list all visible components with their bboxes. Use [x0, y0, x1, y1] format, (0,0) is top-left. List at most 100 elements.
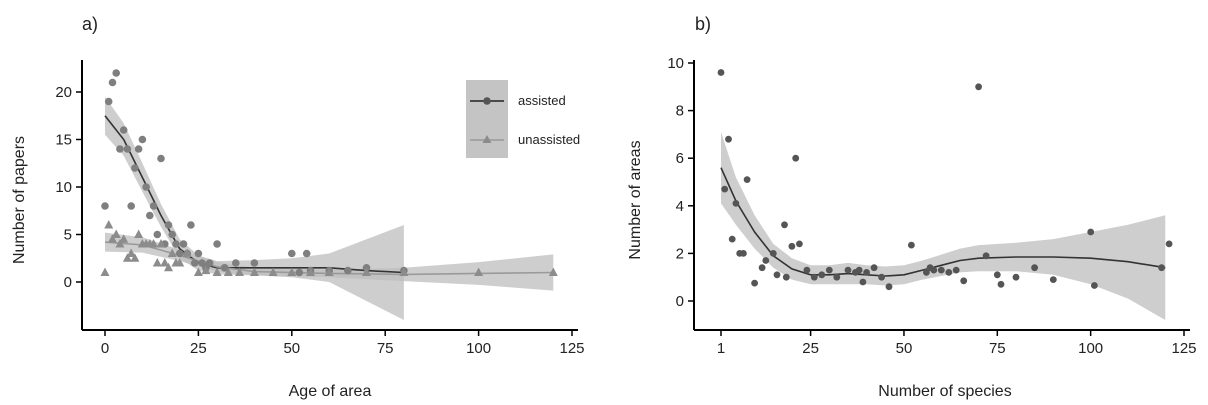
data-point-unassisted — [167, 248, 177, 257]
data-point-unassisted — [104, 220, 114, 229]
data-point-unassisted — [399, 267, 409, 276]
data-point-assisted — [205, 259, 214, 267]
panel-a-label: a) — [82, 14, 98, 34]
data-point-unassisted — [115, 239, 125, 248]
data-point — [773, 271, 781, 279]
panel-a-x-axis-label: Age of area — [289, 383, 372, 400]
data-point — [960, 277, 968, 285]
legend-assisted-marker — [483, 97, 491, 105]
data-point — [863, 269, 870, 276]
data-point — [728, 235, 736, 243]
panel-b-y-ticks: 0 2 4 6 8 10 — [667, 55, 694, 310]
x-tick-label: 75 — [377, 340, 394, 357]
data-point — [1031, 264, 1038, 272]
data-point-unassisted — [212, 267, 222, 276]
data-point — [993, 271, 1001, 279]
data-point — [908, 241, 915, 249]
data-point-assisted — [119, 126, 128, 134]
data-point — [1049, 276, 1057, 283]
data-point — [803, 266, 811, 274]
data-point — [740, 250, 747, 257]
data-point-assisted — [172, 240, 180, 248]
data-point — [1091, 282, 1098, 289]
x-tick-label: 0 — [101, 340, 109, 357]
data-point-unassisted — [152, 258, 162, 267]
data-point — [885, 283, 893, 291]
data-point — [810, 273, 818, 281]
data-point-unassisted — [130, 253, 140, 262]
data-point — [1087, 228, 1095, 236]
data-point — [878, 273, 885, 281]
data-point — [751, 279, 758, 287]
data-point-unassisted — [268, 267, 278, 276]
y-tick-label: 10 — [55, 179, 72, 196]
data-point — [937, 266, 945, 274]
data-point — [781, 221, 788, 229]
data-point-assisted — [168, 230, 176, 239]
panel-b-x-ticks: 1 25 50 75 100 125 — [717, 330, 1197, 357]
data-point-unassisted — [160, 258, 170, 267]
data-point-assisted — [134, 145, 143, 153]
data-point-assisted — [250, 259, 259, 267]
data-point — [945, 269, 953, 276]
confidence-band-unassisted — [105, 232, 554, 291]
x-tick-label: 125 — [1171, 340, 1196, 357]
panel-b-fit-line — [720, 167, 1166, 277]
data-point-unassisted — [193, 267, 203, 276]
data-point-assisted — [157, 154, 165, 163]
panel-a-chart: a) 0 25 50 75 100 125 0 5 10 15 20 Age of area Nu… — [11, 14, 585, 400]
legend-unassisted-label: unassisted — [518, 132, 580, 147]
x-tick-label: 1 — [717, 340, 725, 357]
panel-a-y-ticks: 0 5 10 15 20 — [55, 84, 82, 291]
legend-unassisted-marker — [482, 135, 492, 143]
data-point-assisted — [164, 221, 173, 229]
data-point — [855, 266, 863, 274]
data-point — [743, 176, 751, 184]
data-point-unassisted — [149, 239, 159, 248]
data-point-assisted — [175, 249, 184, 258]
data-point-unassisted — [249, 267, 259, 276]
data-point-unassisted — [134, 229, 144, 238]
data-point — [769, 250, 777, 257]
data-point-unassisted — [287, 267, 297, 276]
data-point-unassisted — [122, 253, 132, 262]
panel-b-label: b) — [695, 14, 711, 34]
y-tick-label: 0 — [64, 274, 72, 291]
data-point-unassisted — [234, 267, 244, 276]
data-point-unassisted — [201, 265, 211, 275]
data-point-assisted — [149, 202, 158, 210]
data-point — [782, 273, 790, 281]
data-point — [725, 135, 732, 143]
panel-a-x-ticks: 0 25 50 75 100 125 — [101, 330, 585, 357]
data-point-unassisted — [362, 267, 372, 276]
data-point-unassisted — [324, 267, 334, 276]
y-tick-label: 10 — [667, 55, 684, 72]
data-point-unassisted — [548, 267, 558, 276]
panel-b-x-axis-label: Number of species — [878, 383, 1011, 400]
panel-a-y-axis-label: Number of papers — [11, 136, 28, 264]
data-point-assisted — [213, 240, 221, 248]
panel-a-confidence-bands — [105, 96, 554, 320]
panel-a-data-points — [100, 69, 558, 277]
data-point-assisted — [344, 266, 352, 275]
data-point — [982, 252, 990, 260]
data-point-assisted — [302, 249, 311, 258]
data-point — [975, 83, 982, 91]
data-point-unassisted — [164, 262, 174, 272]
y-tick-label: 0 — [676, 293, 684, 310]
y-tick-label: 15 — [55, 132, 72, 149]
y-tick-label: 8 — [676, 103, 684, 120]
panel-a-legend: assisted unassisted — [466, 80, 580, 158]
data-point-unassisted — [182, 248, 192, 257]
data-point-unassisted — [119, 234, 129, 243]
data-point-unassisted — [126, 248, 136, 257]
data-point-assisted — [108, 78, 117, 87]
x-tick-label: 25 — [802, 340, 819, 357]
data-point-assisted — [131, 164, 139, 172]
data-point-assisted — [295, 268, 304, 277]
x-tick-label: 50 — [896, 340, 913, 357]
data-point-assisted — [153, 230, 162, 239]
data-point — [758, 264, 766, 272]
data-point-assisted — [190, 259, 199, 267]
